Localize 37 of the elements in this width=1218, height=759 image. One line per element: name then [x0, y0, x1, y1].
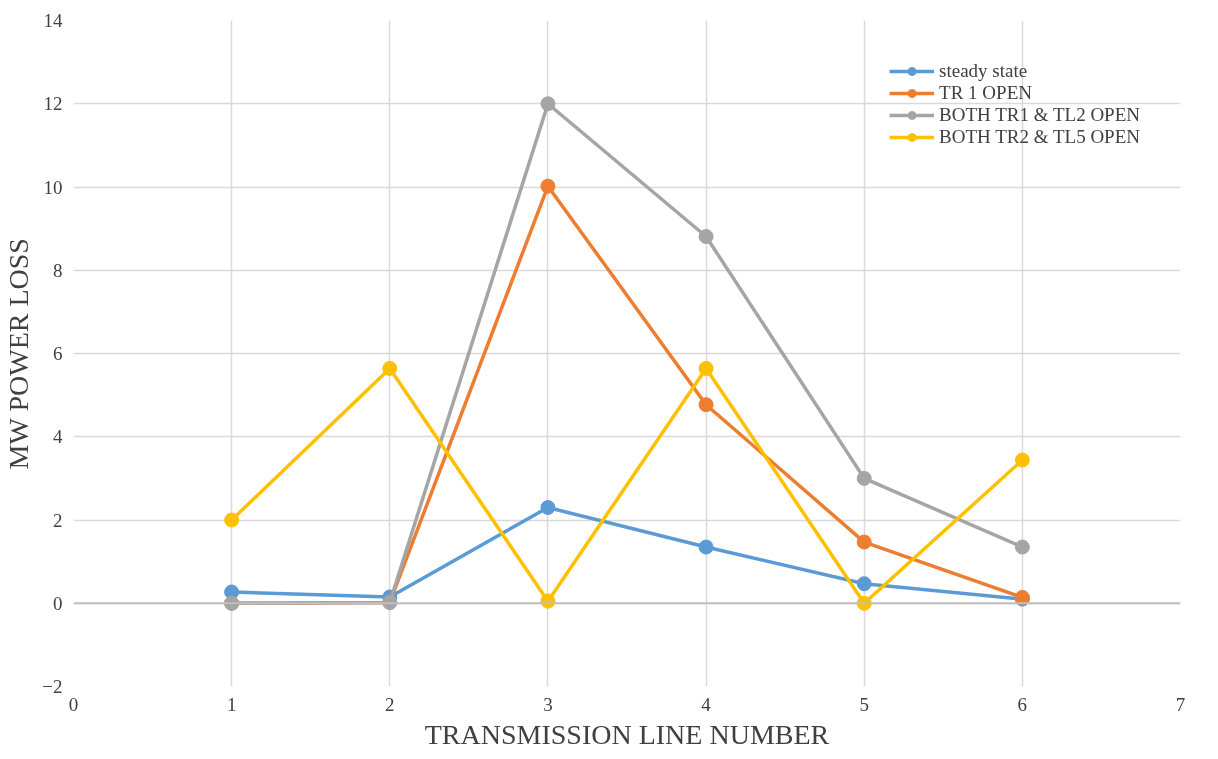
point — [540, 96, 556, 112]
x-tick-label: 6 — [1017, 693, 1028, 715]
y-tick-label: 10 — [43, 176, 63, 198]
x-tick-label: 2 — [385, 693, 395, 715]
x-tick-label: 3 — [543, 693, 553, 715]
y-tick-label: −2 — [42, 676, 63, 697]
y-tick-label: 8 — [53, 259, 63, 281]
y-tick-label: 2 — [53, 509, 63, 531]
point — [224, 512, 240, 528]
x-tick-label: 5 — [859, 693, 869, 715]
point — [698, 361, 714, 376]
x-tick-label: 0 — [68, 693, 79, 715]
point — [698, 229, 714, 245]
point — [540, 500, 556, 515]
y-tick-label: 12 — [43, 93, 63, 115]
x-tick-label: 4 — [701, 693, 712, 715]
legend-label: BOTH TR2 & TL5 OPEN — [939, 126, 1140, 148]
point — [1014, 452, 1030, 468]
y-axis-title: MW POWER LOSS — [3, 238, 35, 470]
point — [856, 470, 872, 486]
x-tick-label: 1 — [226, 693, 237, 715]
legend-label: steady state — [939, 60, 1028, 82]
point — [382, 361, 398, 376]
y-tick-label: 0 — [53, 592, 63, 614]
x-tick-label: 7 — [1175, 693, 1186, 715]
point — [856, 576, 872, 592]
y-tick-label: 14 — [43, 10, 63, 31]
legend-label: TR 1 OPEN — [939, 82, 1032, 104]
y-tick-label: 4 — [53, 426, 63, 448]
point — [856, 534, 872, 550]
point — [540, 178, 556, 194]
legend-label: BOTH TR1 & TL2 OPEN — [939, 104, 1140, 126]
point — [698, 397, 714, 413]
point — [1014, 539, 1030, 555]
point — [698, 539, 714, 555]
x-axis-title: TRANSMISSION LINE NUMBER — [424, 718, 830, 750]
y-tick-label: 6 — [53, 343, 63, 364]
